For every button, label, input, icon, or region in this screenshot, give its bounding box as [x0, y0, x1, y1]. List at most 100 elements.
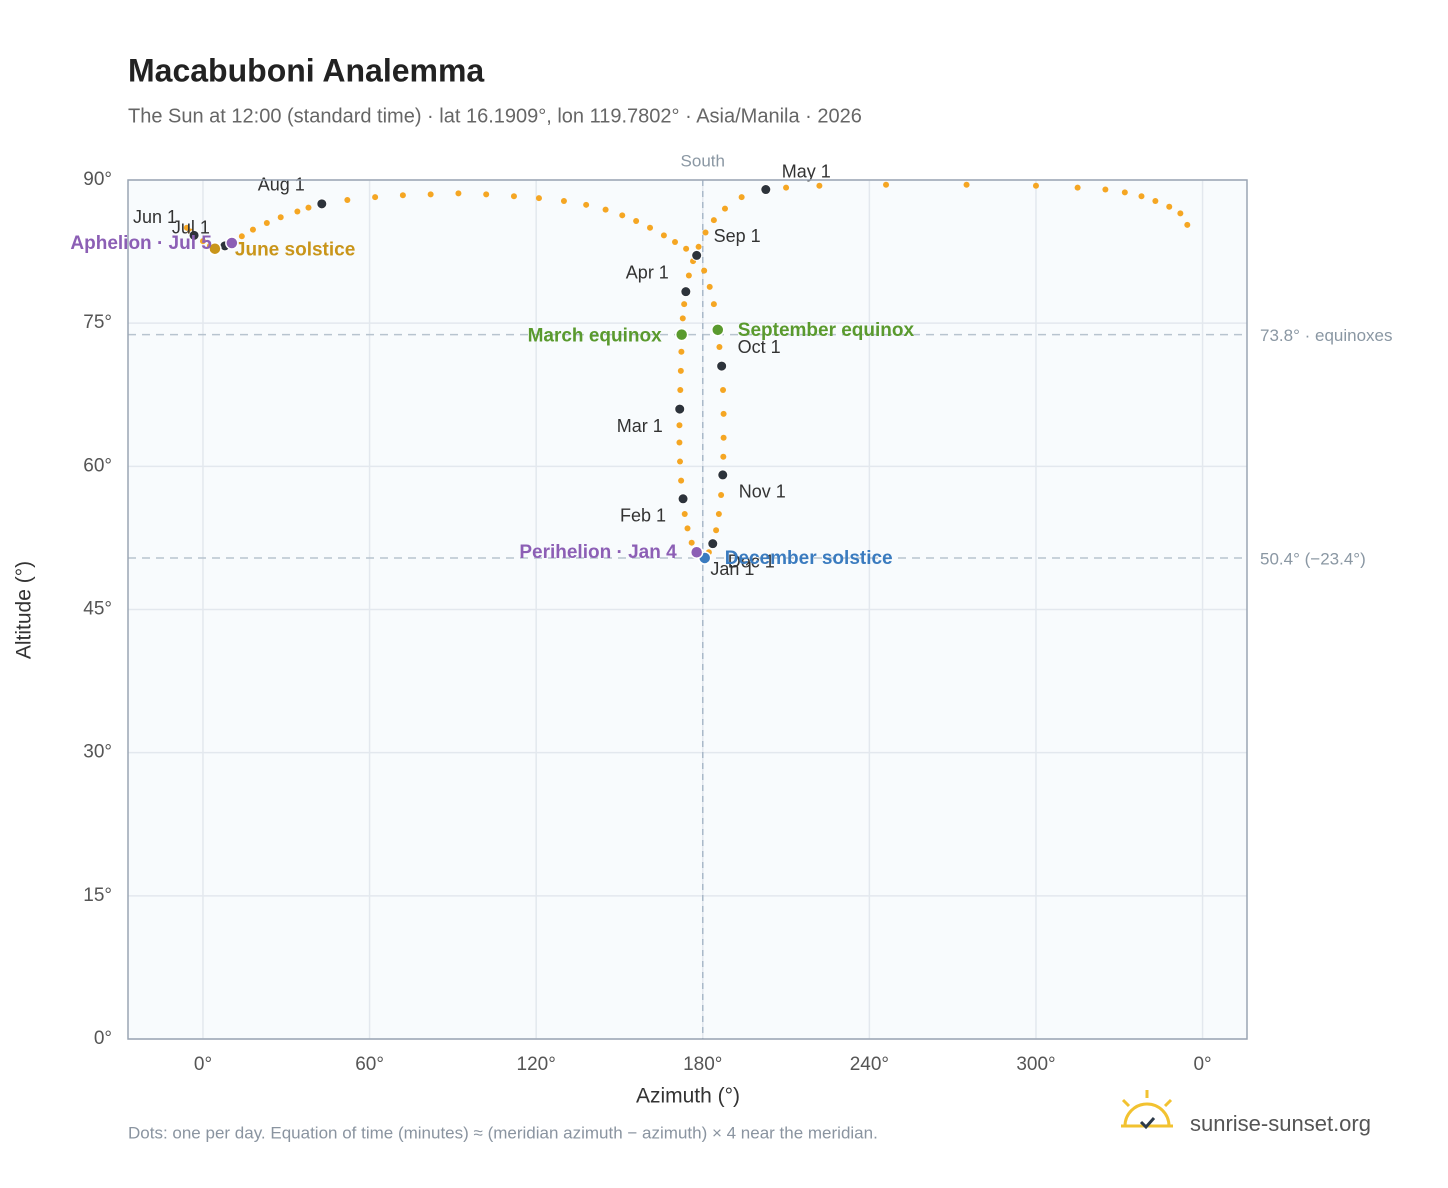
event-label: December solstice	[725, 548, 893, 569]
event-label: September equinox	[738, 320, 915, 341]
x-axis-title: Azimuth (°)	[636, 1085, 740, 1108]
daily-dot	[602, 206, 609, 213]
daily-dot	[455, 190, 462, 197]
daily-dot	[677, 458, 684, 465]
daily-dot	[660, 232, 667, 239]
reference-label: 50.4° (−23.4°)	[1260, 549, 1366, 568]
brand-name: sunrise-sunset.org	[1190, 1111, 1371, 1136]
month-label: Mar 1	[617, 416, 663, 436]
y-tick-label: 45°	[83, 599, 112, 620]
daily-dot	[399, 192, 406, 199]
month-label: Jun 1	[133, 207, 177, 227]
x-tick-label: 60°	[355, 1054, 384, 1075]
event-marker	[689, 545, 704, 559]
daily-dot	[721, 205, 728, 212]
daily-dot	[678, 477, 685, 484]
x-tick-label: 120°	[517, 1054, 556, 1075]
month-label: Jan 1	[710, 559, 754, 579]
daily-dot	[305, 204, 312, 211]
daily-dot	[679, 315, 686, 322]
y-tick-label: 75°	[83, 312, 112, 333]
daily-dot	[1177, 210, 1184, 217]
month-marker	[707, 538, 719, 550]
daily-dot	[372, 194, 379, 201]
daily-dot	[1166, 203, 1173, 210]
month-marker	[716, 360, 728, 372]
daily-dot	[720, 453, 727, 460]
daily-dot	[677, 367, 684, 374]
daily-dot	[688, 539, 695, 546]
month-label: May 1	[782, 161, 831, 181]
daily-dot	[647, 224, 654, 231]
plot-border	[127, 179, 1248, 1040]
daily-dot	[633, 218, 640, 225]
daily-dot	[249, 226, 256, 233]
daily-dot	[263, 219, 270, 226]
daily-dot	[713, 527, 720, 534]
daily-dot	[716, 344, 723, 351]
daily-dot	[1152, 197, 1159, 204]
event-marker	[225, 236, 239, 250]
daily-dot	[199, 238, 206, 245]
y-axis-title: Altitude (°)	[13, 561, 36, 659]
daily-dot	[510, 193, 517, 200]
daily-dot	[1032, 182, 1039, 189]
daily-dot	[684, 525, 691, 532]
event-label: March equinox	[528, 326, 663, 347]
daily-dot	[720, 386, 727, 393]
daily-dot	[238, 233, 245, 240]
event-label: Aphelion · Jul 5	[70, 233, 212, 254]
x-tick-label: 240°	[850, 1054, 889, 1075]
daily-dot	[183, 224, 190, 231]
month-marker	[316, 198, 328, 210]
daily-dot	[483, 191, 490, 198]
footnote: Dots: one per day. Equation of time (min…	[128, 1123, 878, 1142]
month-marker	[717, 469, 729, 481]
daily-dot	[720, 434, 727, 441]
chart-subtitle: The Sun at 12:00 (standard time) · lat 1…	[128, 105, 862, 127]
daily-dot	[560, 197, 567, 204]
reference-label: 73.8° · equinoxes	[1260, 326, 1393, 345]
daily-dot	[783, 184, 790, 191]
x-tick-label: 0°	[1193, 1054, 1211, 1075]
x-tick-label: 0°	[194, 1054, 212, 1075]
daily-dot	[816, 182, 823, 189]
daily-dot	[702, 229, 709, 236]
month-label: Aug 1	[258, 175, 305, 195]
daily-dot	[294, 208, 301, 215]
daily-dot	[715, 511, 722, 518]
month-label: Apr 1	[626, 262, 669, 282]
daily-dot	[701, 267, 708, 274]
month-label: Nov 1	[739, 482, 786, 502]
month-label: Sep 1	[714, 226, 761, 246]
daily-dot	[676, 422, 683, 429]
daily-dot	[277, 214, 284, 221]
meridian-label: South	[681, 151, 725, 170]
daily-dot	[710, 217, 717, 224]
daily-dot	[535, 195, 542, 202]
daily-dot	[681, 301, 688, 308]
month-label: Dec 1	[728, 551, 775, 571]
month-label: Jul 1	[172, 218, 210, 238]
month-marker	[691, 249, 703, 261]
daily-dot	[720, 410, 727, 417]
chart-title: Macabuboni Analemma	[128, 52, 484, 88]
daily-dot	[1121, 189, 1128, 196]
daily-dot	[678, 348, 685, 355]
month-label: Oct 1	[738, 337, 781, 357]
daily-dot	[710, 301, 717, 308]
daily-dot	[695, 243, 702, 250]
y-tick-label: 15°	[83, 885, 112, 906]
event-marker	[208, 241, 222, 256]
month-marker	[188, 229, 200, 241]
x-tick-label: 180°	[683, 1054, 722, 1075]
daily-dot	[738, 194, 745, 201]
daily-dot	[1138, 193, 1145, 200]
daily-dot	[1074, 184, 1081, 191]
daily-dot	[427, 191, 434, 198]
daily-dot	[706, 283, 713, 290]
x-tick-label: 300°	[1016, 1054, 1055, 1075]
daily-dot	[883, 181, 890, 188]
daily-dot	[963, 181, 970, 188]
